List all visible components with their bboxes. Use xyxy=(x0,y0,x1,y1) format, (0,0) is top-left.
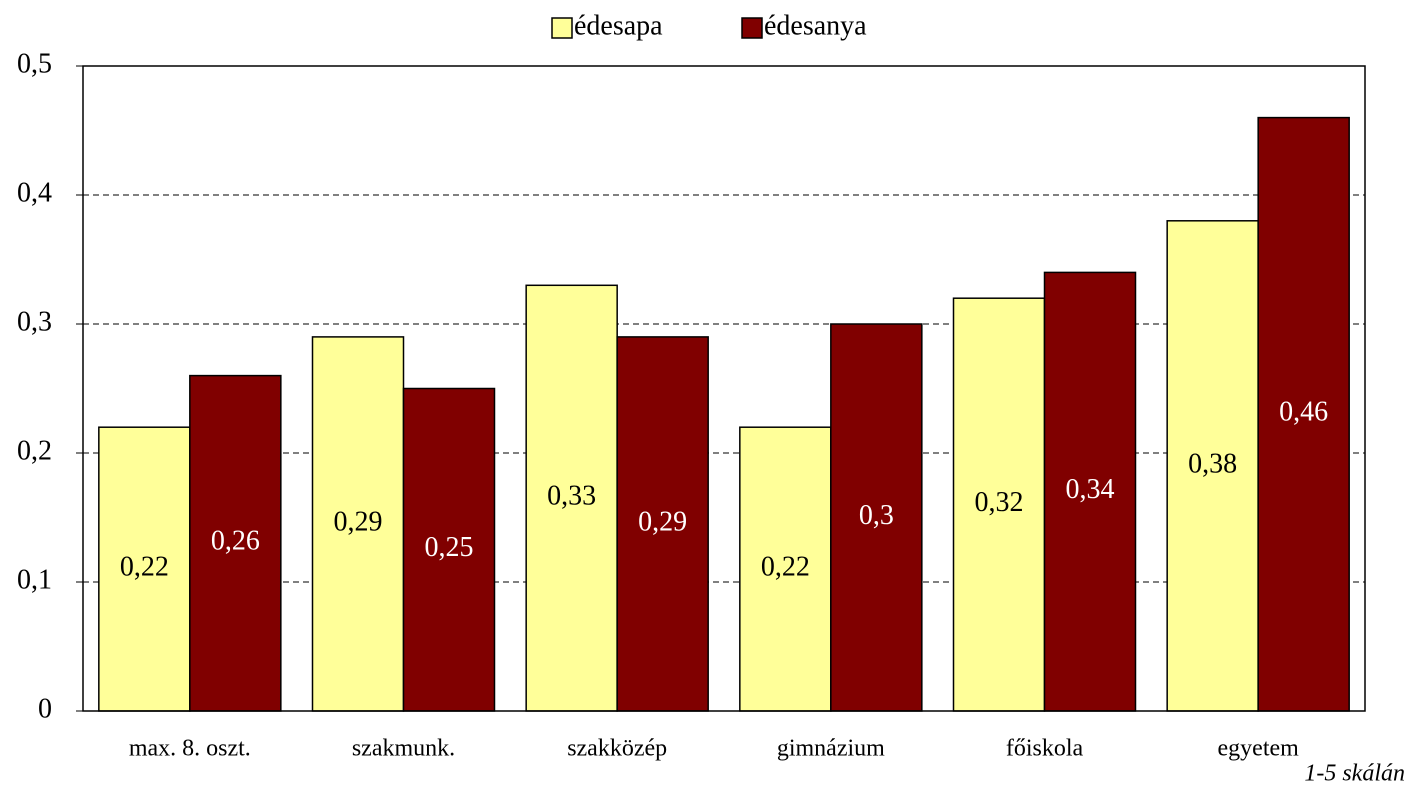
plot-border xyxy=(82,65,1366,712)
x-tick-label: max. 8. oszt. xyxy=(129,736,251,762)
bar xyxy=(616,336,709,712)
y-tick-label: 0,3 xyxy=(17,306,52,337)
data-label: 0,22 xyxy=(761,552,810,583)
data-label: 0,29 xyxy=(334,506,383,537)
bar xyxy=(402,387,496,712)
y-tick-label: 0,1 xyxy=(17,564,52,595)
x-tick-label: gimnázium xyxy=(777,736,885,762)
bar xyxy=(830,323,923,712)
bar xyxy=(1166,220,1259,712)
legend-swatch xyxy=(741,17,763,39)
x-tick-label: szakközép xyxy=(567,736,667,762)
x-tick-label: főiskola xyxy=(1006,736,1084,762)
data-label: 0,29 xyxy=(638,506,687,537)
bar xyxy=(1043,271,1137,712)
bar xyxy=(1257,116,1350,712)
bar xyxy=(98,426,191,712)
data-label: 0,3 xyxy=(859,500,894,531)
bar xyxy=(189,374,282,712)
annotation: 1-5 skálán xyxy=(1304,761,1405,787)
data-label: 0,32 xyxy=(975,487,1024,518)
x-tick-label: szakmunk. xyxy=(352,736,455,762)
data-label: 0,25 xyxy=(425,532,474,563)
y-tick-label: 0,5 xyxy=(17,48,52,79)
data-label: 0,22 xyxy=(120,552,169,583)
data-label: 0,33 xyxy=(547,481,596,512)
legend-label: édesapa xyxy=(574,10,663,41)
legend-swatch xyxy=(551,17,573,39)
x-tick-label: egyetem xyxy=(1218,736,1300,762)
data-label: 0,34 xyxy=(1066,474,1115,505)
y-tick-label: 0,2 xyxy=(17,435,52,466)
bar xyxy=(311,336,405,712)
legend-label: édesanya xyxy=(764,10,867,41)
data-label: 0,26 xyxy=(211,526,260,557)
data-label: 0,46 xyxy=(1279,397,1328,428)
data-label: 0,38 xyxy=(1188,448,1237,479)
y-tick-label: 0 xyxy=(38,693,52,724)
y-tick-label: 0,4 xyxy=(17,177,52,208)
